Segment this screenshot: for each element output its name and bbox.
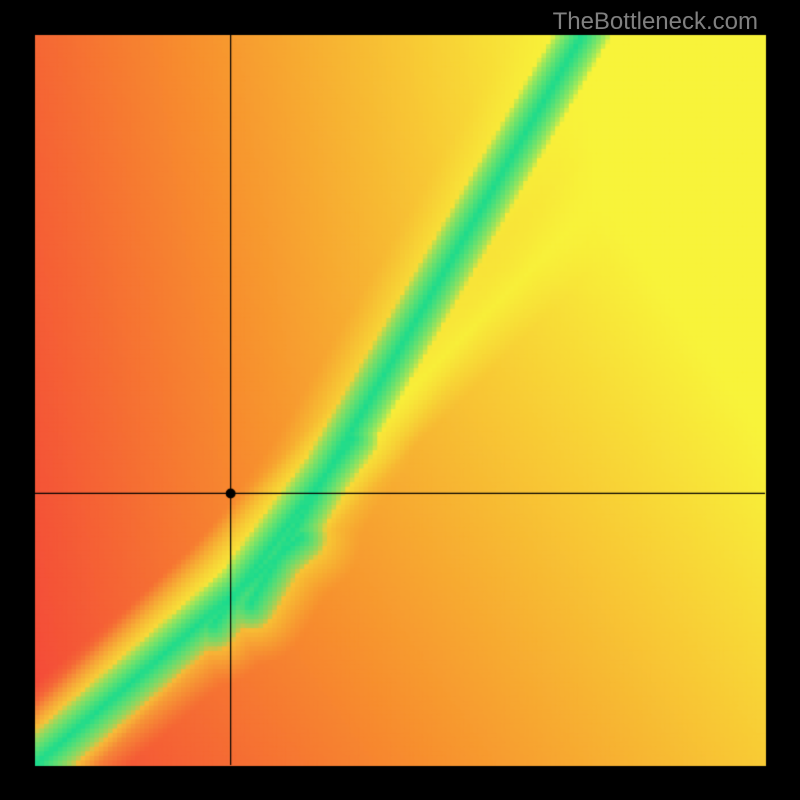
heatmap-canvas <box>0 0 800 800</box>
chart-container: TheBottleneck.com <box>0 0 800 800</box>
watermark-text: TheBottleneck.com <box>553 8 758 36</box>
